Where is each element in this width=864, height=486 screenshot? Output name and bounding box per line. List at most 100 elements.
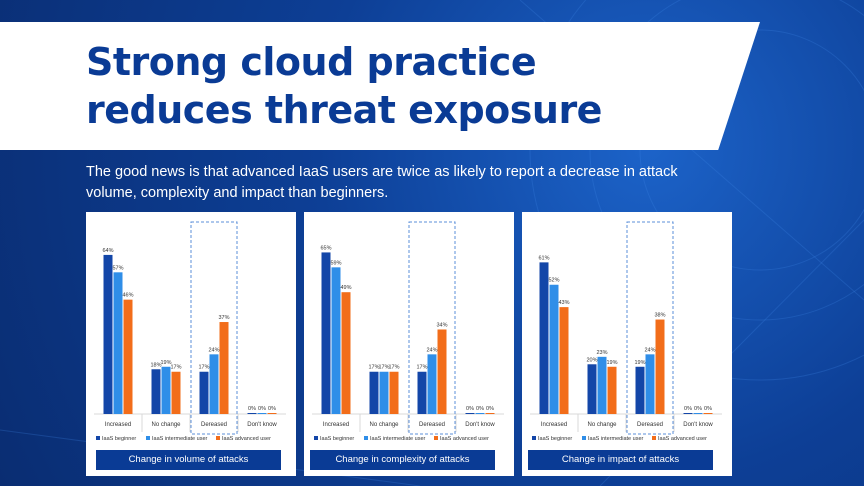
bar — [645, 354, 655, 414]
data-label: 52% — [548, 278, 559, 284]
chart-impact: 61% 52% 43% Increased 20%23% 19% No change 19% 2… — [530, 221, 722, 442]
data-label: 43% — [558, 300, 569, 306]
bar — [703, 413, 713, 414]
data-label: 19% — [606, 360, 617, 366]
chart-caption: Change in complexity of attacks — [310, 450, 495, 470]
legend-label: IaaS advanced user — [222, 436, 271, 442]
bar — [171, 371, 181, 414]
data-label: 0% — [704, 406, 712, 412]
legend-swatch — [216, 436, 220, 440]
data-label: 24% — [426, 347, 437, 353]
bar — [151, 369, 161, 414]
legend-label: IaaS beginner — [102, 436, 136, 442]
chart-caption: Change in volume of attacks — [96, 450, 281, 470]
bar — [607, 366, 617, 414]
bar — [113, 272, 123, 414]
data-label: 49% — [340, 285, 351, 291]
title-banner — [0, 22, 760, 150]
bar — [379, 371, 389, 414]
legend-label: IaaS advanced user — [440, 436, 489, 442]
legend-label: IaaS intermediate user — [152, 436, 208, 442]
bar — [437, 329, 447, 414]
data-label: 46% — [122, 293, 133, 299]
data-label: 19% — [634, 360, 645, 366]
bar — [267, 413, 277, 414]
legend-swatch — [96, 436, 100, 440]
legend-swatch — [532, 436, 536, 440]
category-label: Don't know — [465, 422, 495, 428]
data-label: 17% — [388, 365, 399, 371]
data-label: 0% — [248, 406, 256, 412]
bar — [427, 354, 437, 414]
data-label: 17% — [378, 365, 389, 371]
data-label: 0% — [476, 406, 484, 412]
bar — [257, 413, 267, 414]
bar — [103, 254, 113, 414]
highlight-box — [408, 221, 456, 435]
bar — [247, 413, 257, 414]
bar — [597, 356, 607, 414]
bar — [321, 252, 331, 414]
category-label: Don't know — [247, 422, 277, 428]
legend-label: IaaS beginner — [320, 436, 354, 442]
category-label: Dereased — [419, 422, 445, 428]
data-label: 0% — [268, 406, 276, 412]
data-label: 59% — [330, 260, 341, 266]
data-label: 24% — [208, 347, 219, 353]
category-label: No change — [151, 422, 181, 428]
data-label: 37% — [218, 315, 229, 321]
category-label: Don't know — [683, 422, 713, 428]
chart-panel-volume: 64% 57% 46% Increased 18% 19% 17% No change 17% 2… — [86, 212, 296, 476]
bar — [587, 364, 597, 414]
legend-swatch — [652, 436, 656, 440]
bar — [369, 371, 379, 414]
data-label: 38% — [654, 313, 665, 319]
chart-panel-impact: 61% 52% 43% Increased 20% 23% 19% No change 19% 2… — [522, 212, 732, 476]
category-label: Dereased — [637, 422, 663, 428]
data-label: 23% — [596, 350, 607, 356]
data-label: 34% — [436, 322, 447, 328]
data-label: 0% — [466, 406, 474, 412]
bar — [341, 292, 351, 414]
category-label: Dereased — [201, 422, 227, 428]
legend-label: IaaS advanced user — [658, 436, 707, 442]
data-label: 18% — [150, 362, 161, 368]
data-label: 57% — [112, 265, 123, 271]
data-label: 17% — [368, 365, 379, 371]
data-label: 61% — [538, 255, 549, 261]
page-subtitle: The good news is that advanced IaaS user… — [86, 164, 678, 201]
bar — [209, 354, 219, 414]
bar — [199, 371, 209, 414]
bar — [485, 413, 495, 414]
bar — [123, 299, 133, 414]
bar — [219, 322, 229, 414]
data-label: 20% — [586, 357, 597, 363]
category-label: Increased — [105, 422, 131, 428]
legend-swatch — [434, 436, 438, 440]
bar — [475, 413, 485, 414]
bar — [559, 307, 569, 414]
data-label: 0% — [684, 406, 692, 412]
data-label: 17% — [198, 365, 209, 371]
highlight-box — [626, 221, 674, 435]
bar — [389, 371, 399, 414]
chart-caption: Change in impact of attacks — [528, 450, 713, 470]
bar — [539, 262, 549, 414]
legend-swatch — [582, 436, 586, 440]
data-label: 64% — [102, 248, 113, 254]
data-label: 24% — [644, 347, 655, 353]
bar — [635, 366, 645, 414]
bar — [683, 413, 693, 414]
data-label: 0% — [694, 406, 702, 412]
category-label: No change — [587, 422, 617, 428]
data-label: 65% — [320, 245, 331, 251]
category-label: No change — [369, 422, 399, 428]
category-label: Increased — [541, 422, 567, 428]
legend-label: IaaS intermediate user — [588, 436, 644, 442]
bar — [161, 366, 171, 414]
bar — [465, 413, 475, 414]
legend-swatch — [364, 436, 368, 440]
bar — [693, 413, 703, 414]
